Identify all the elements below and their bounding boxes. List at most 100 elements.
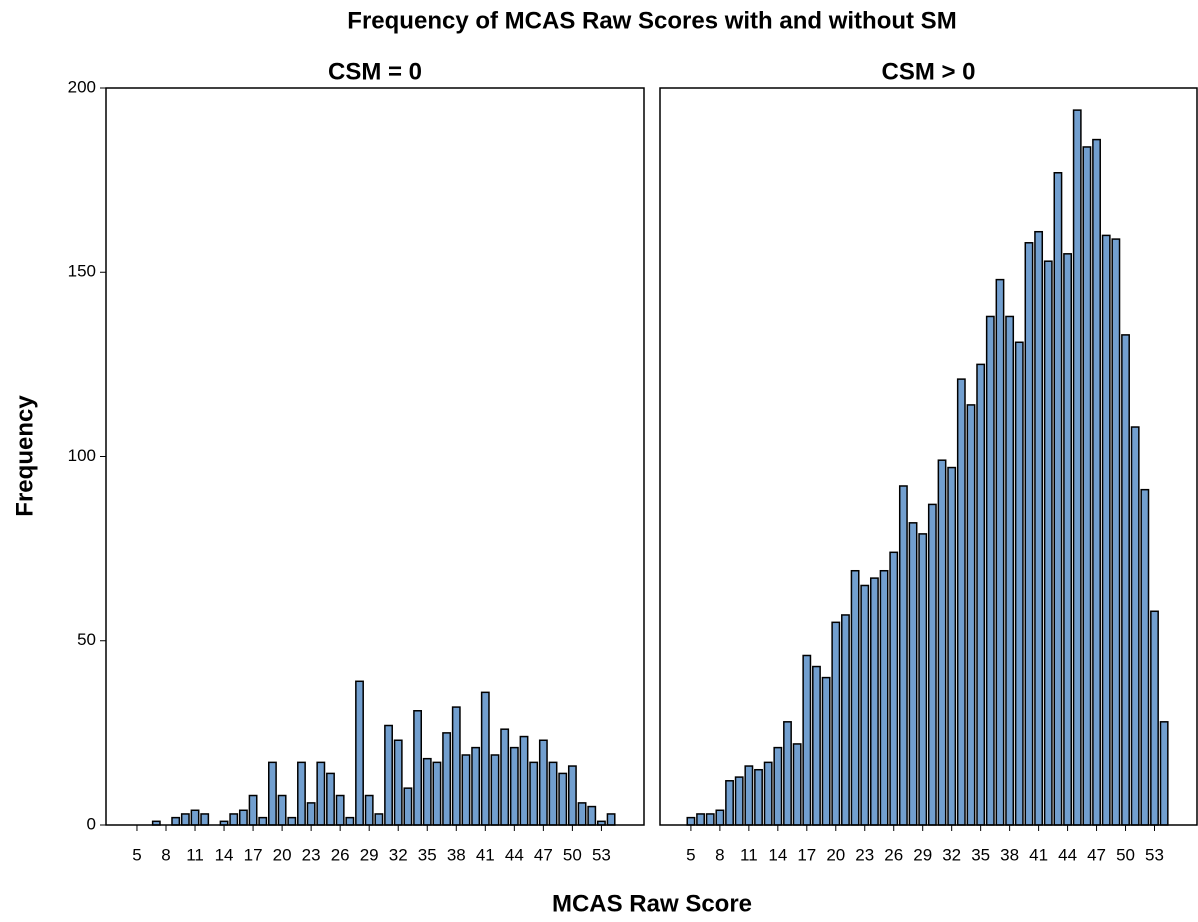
bar [908,522,918,826]
x-tick-label: 11 [740,845,758,864]
x-tick-label: 14 [768,845,787,864]
x-tick-label: 8 [715,845,724,864]
x-tick-label: 29 [913,845,932,864]
bar [1043,260,1053,826]
bar [345,816,355,826]
bar [1005,315,1015,826]
bar [763,761,773,826]
x-tick-label: 29 [360,845,379,864]
bar [384,724,393,826]
bar [316,761,326,826]
bar [461,754,471,826]
x-tick-label: 38 [447,845,466,864]
x-tick-label: 47 [1087,845,1106,864]
x-tick-label: 50 [563,845,582,864]
bar [306,802,316,826]
bar [335,794,345,826]
x-tick-label: 47 [534,845,553,864]
x-tick-label: 5 [132,845,141,864]
chart-title: Frequency of MCAS Raw Scores with and wi… [347,7,956,34]
bar [287,816,297,826]
x-tick-label: 26 [331,845,350,864]
y-tick-label: 100 [68,446,96,465]
x-tick-label: 26 [884,845,903,864]
bar [548,761,558,826]
x-tick-label: 23 [302,845,321,864]
bar [715,809,725,826]
bar [229,813,239,826]
x-axis-label: MCAS Raw Score [552,890,752,917]
bar [190,809,200,826]
bar [180,813,190,826]
bar [841,614,850,826]
bar [792,743,802,826]
bar [393,739,403,826]
bar [734,776,744,826]
bar [821,676,831,826]
bar [898,485,908,826]
bar [1092,138,1101,826]
bar [879,569,889,826]
bar [812,665,821,826]
x-tick-label: 17 [797,845,816,864]
y-tick-label: 200 [68,77,96,96]
x-tick-label: 20 [273,845,292,864]
x-tick-label: 17 [244,845,263,864]
bar [606,813,616,826]
x-tick-label: 11 [186,845,204,864]
bar [956,378,966,826]
bar [567,765,577,826]
bar [355,680,364,826]
bar [995,278,1005,826]
y-tick-label: 50 [77,630,96,649]
bar [297,761,306,826]
bar [1121,334,1130,826]
x-tick-label: 8 [161,845,170,864]
bar [529,761,539,826]
x-tick-label: 50 [1116,845,1135,864]
panel-title: CSM > 0 [881,58,975,85]
bar [686,816,696,826]
bar [577,802,587,826]
bar [471,746,481,826]
bar [1082,146,1092,826]
bar [374,813,384,826]
bar [725,780,734,826]
bar [773,746,783,826]
x-tick-label: 53 [1145,845,1164,864]
bar [1024,242,1034,826]
bar [1014,341,1024,826]
bar [966,404,976,826]
bar [1101,234,1111,826]
bar [860,584,870,826]
x-tick-label: 53 [592,845,611,864]
bar [277,794,287,826]
bar [1140,488,1150,826]
bar [558,772,568,826]
bar [802,654,812,826]
bar [744,765,754,826]
y-axis-label: Frequency [11,395,38,517]
bar [451,706,461,826]
x-tick-label: 32 [942,845,961,864]
bar [258,816,268,826]
bar [200,813,210,826]
bar [831,621,841,826]
x-tick-label: 44 [1058,845,1077,864]
bar [500,728,510,826]
bar [754,768,763,826]
bar [490,754,500,826]
x-tick-label: 44 [505,845,524,864]
bar [850,569,860,826]
bar [248,794,258,826]
bar [413,710,423,826]
bar [976,363,986,826]
bar [238,809,248,826]
bar [422,757,432,826]
bar [985,315,995,826]
y-tick-label: 150 [68,262,96,281]
bar [538,739,548,826]
bar [432,761,442,826]
bar [1072,109,1082,826]
